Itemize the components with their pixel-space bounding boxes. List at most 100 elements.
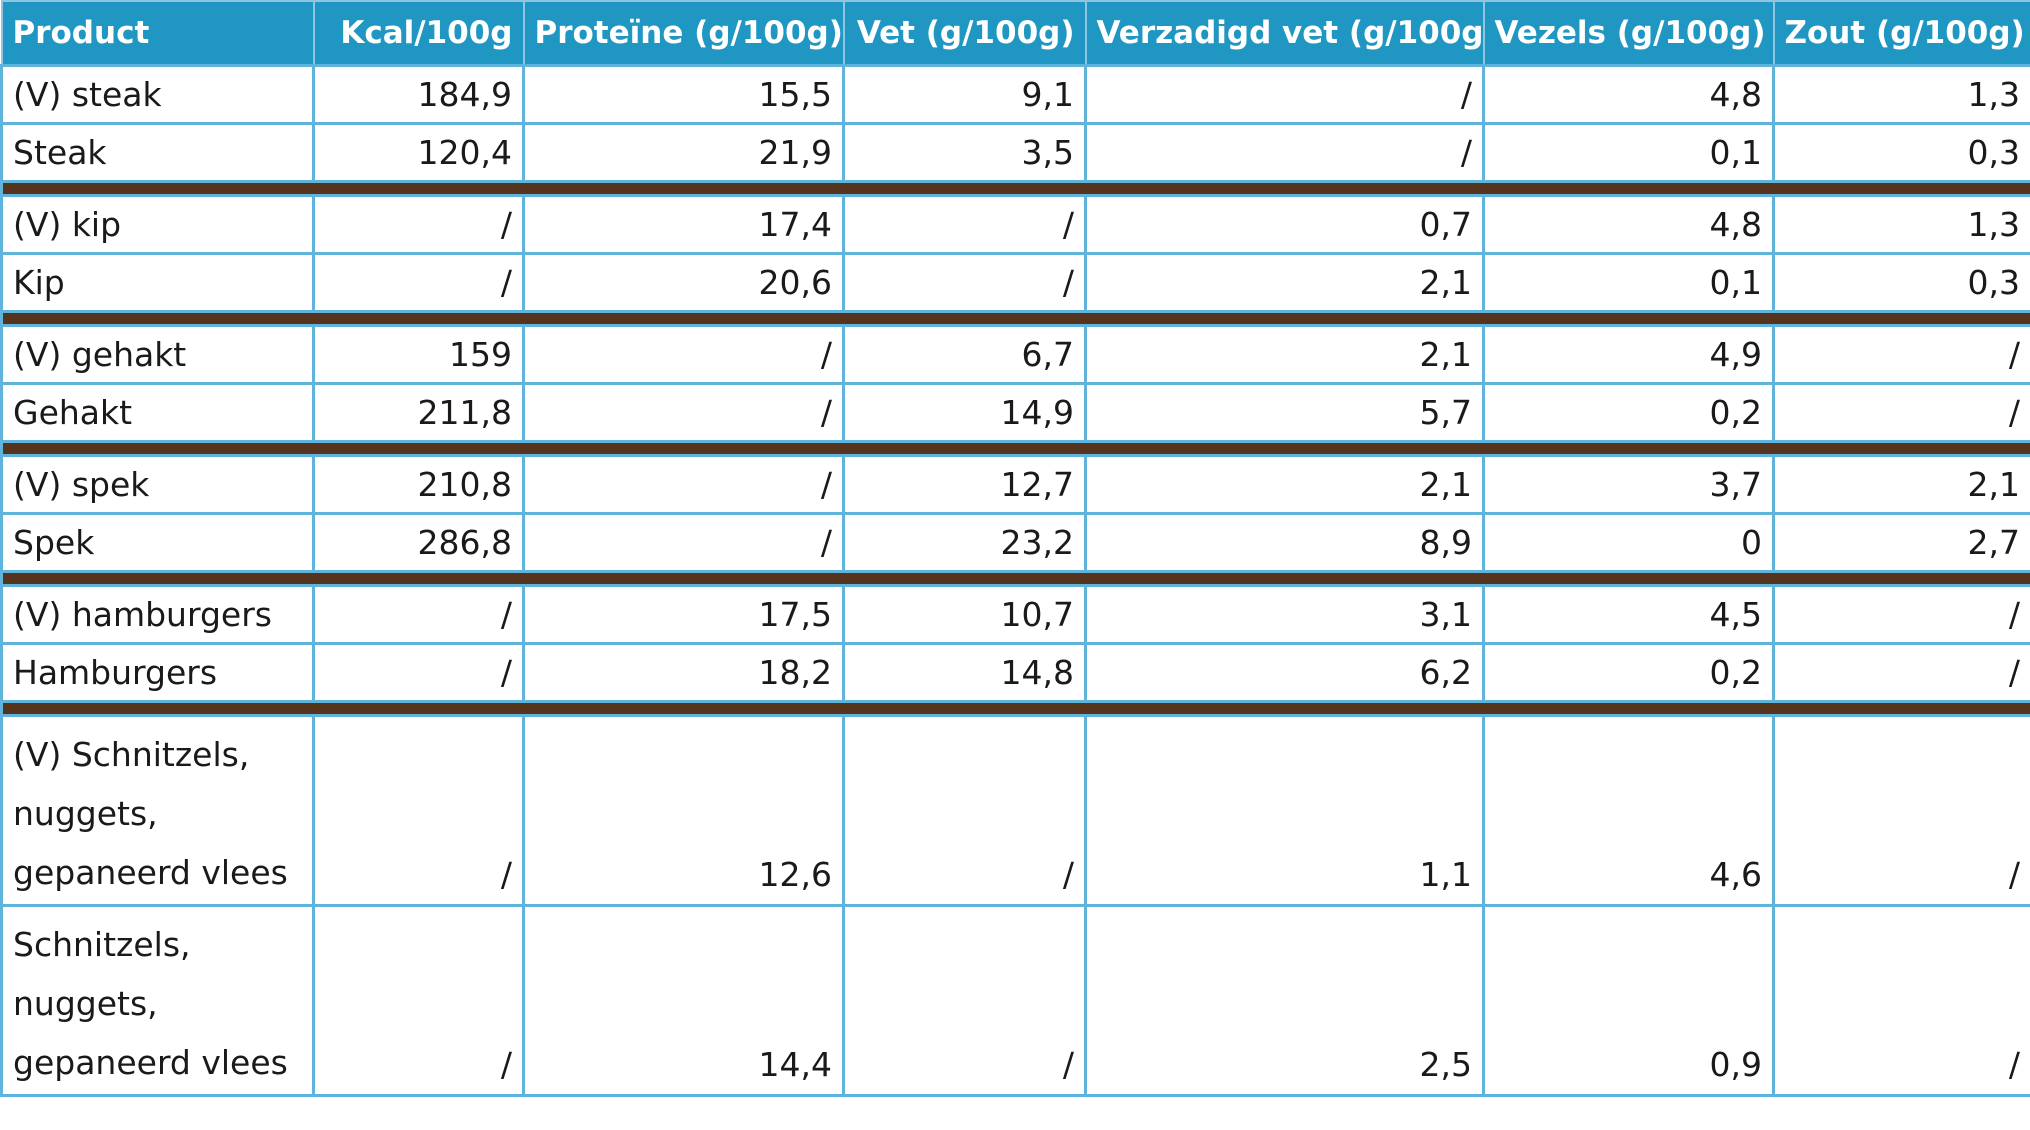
protein-cell: 18,2 bbox=[522, 642, 845, 703]
saturated-fat-cell: 2,1 bbox=[1084, 454, 1485, 515]
salt-cell: / bbox=[1772, 382, 2030, 443]
table-row: Hamburgers/18,2 14,8 6,2 0,2/ bbox=[0, 642, 2030, 703]
fiber-cell: 0,1 bbox=[1482, 252, 1775, 313]
table-body: (V) steak 184,9 15,5 9,1/4,8 1,3 Steak 120,4 21… bbox=[0, 64, 2030, 1097]
group-separator bbox=[0, 440, 2030, 457]
group-separator-bar bbox=[0, 440, 2030, 457]
salt-cell: / bbox=[1772, 714, 2030, 907]
nutrition-table: Product Kcal/100g Proteïne (g/100g) Vet … bbox=[0, 0, 2030, 1097]
table-header: Product Kcal/100g Proteïne (g/100g) Vet … bbox=[0, 0, 2030, 67]
table-row: Gehakt 211,8/14,9 5,7 0,2/ bbox=[0, 382, 2030, 443]
fat-cell: 3,5 bbox=[842, 122, 1087, 183]
kcal-cell: / bbox=[312, 714, 525, 907]
salt-cell: / bbox=[1772, 904, 2030, 1097]
salt-cell: / bbox=[1772, 642, 2030, 703]
table-row: (V) Schnitzels, nuggets, gepaneerd vlees… bbox=[0, 714, 2030, 907]
salt-cell: 2,1 bbox=[1772, 454, 2030, 515]
fat-cell: 6,7 bbox=[842, 324, 1087, 385]
column-header-fiber: Vezels (g/100g) bbox=[1482, 0, 1775, 67]
column-header-kcal: Kcal/100g bbox=[312, 0, 525, 67]
column-header-fat: Vet (g/100g) bbox=[842, 0, 1087, 67]
column-header-salt: Zout (g/100g) bbox=[1772, 0, 2030, 67]
saturated-fat-cell: 2,1 bbox=[1084, 324, 1485, 385]
kcal-cell: 159 bbox=[312, 324, 525, 385]
fat-cell: 9,1 bbox=[842, 64, 1087, 125]
group-separator-bar bbox=[0, 570, 2030, 587]
fiber-cell: 0,2 bbox=[1482, 642, 1775, 703]
fiber-cell: 4,6 bbox=[1482, 714, 1775, 907]
table-row: Spek 286,8/23,2 8,9 0 2,7 bbox=[0, 512, 2030, 573]
table-row: (V) spek 210,8/12,7 2,1 3,7 2,1 bbox=[0, 454, 2030, 515]
protein-cell: 17,4 bbox=[522, 194, 845, 255]
product-name: (V) Schnitzels, nuggets, gepaneerd vlees bbox=[0, 714, 315, 907]
saturated-fat-cell: 1,1 bbox=[1084, 714, 1485, 907]
table-row: (V) kip/17,4/0,7 4,8 1,3 bbox=[0, 194, 2030, 255]
fat-cell: / bbox=[842, 252, 1087, 313]
protein-cell: 14,4 bbox=[522, 904, 845, 1097]
product-name: Schnitzels, nuggets, gepaneerd vlees bbox=[0, 904, 315, 1097]
fiber-cell: 4,5 bbox=[1482, 584, 1775, 645]
kcal-cell: / bbox=[312, 904, 525, 1097]
fiber-cell: 4,8 bbox=[1482, 194, 1775, 255]
kcal-cell: 210,8 bbox=[312, 454, 525, 515]
table-row: Schnitzels, nuggets, gepaneerd vlees/14,… bbox=[0, 904, 2030, 1097]
fat-cell: / bbox=[842, 194, 1087, 255]
saturated-fat-cell: 0,7 bbox=[1084, 194, 1485, 255]
salt-cell: 2,7 bbox=[1772, 512, 2030, 573]
salt-cell: 0,3 bbox=[1772, 252, 2030, 313]
saturated-fat-cell: / bbox=[1084, 122, 1485, 183]
saturated-fat-cell: 2,1 bbox=[1084, 252, 1485, 313]
product-name: (V) gehakt bbox=[0, 324, 315, 385]
product-name: (V) spek bbox=[0, 454, 315, 515]
fiber-cell: 0,2 bbox=[1482, 382, 1775, 443]
kcal-cell: 211,8 bbox=[312, 382, 525, 443]
kcal-cell: / bbox=[312, 642, 525, 703]
kcal-cell: / bbox=[312, 584, 525, 645]
saturated-fat-cell: 2,5 bbox=[1084, 904, 1485, 1097]
fat-cell: / bbox=[842, 714, 1087, 907]
group-separator bbox=[0, 570, 2030, 587]
product-name: Steak bbox=[0, 122, 315, 183]
saturated-fat-cell: 5,7 bbox=[1084, 382, 1485, 443]
product-name: Gehakt bbox=[0, 382, 315, 443]
salt-cell: 1,3 bbox=[1772, 194, 2030, 255]
protein-cell: / bbox=[522, 324, 845, 385]
kcal-cell: 120,4 bbox=[312, 122, 525, 183]
header-row: Product Kcal/100g Proteïne (g/100g) Vet … bbox=[0, 0, 2030, 67]
protein-cell: / bbox=[522, 512, 845, 573]
column-header-protein: Proteïne (g/100g) bbox=[522, 0, 845, 67]
column-header-saturated-fat: Verzadigd vet (g/100g) bbox=[1084, 0, 1485, 67]
fiber-cell: 4,8 bbox=[1482, 64, 1775, 125]
fiber-cell: 0,9 bbox=[1482, 904, 1775, 1097]
fiber-cell: 3,7 bbox=[1482, 454, 1775, 515]
fiber-cell: 4,9 bbox=[1482, 324, 1775, 385]
group-separator-bar bbox=[0, 180, 2030, 197]
table-row: (V) gehakt 159/6,7 2,1 4,9/ bbox=[0, 324, 2030, 385]
protein-cell: / bbox=[522, 454, 845, 515]
saturated-fat-cell: 6,2 bbox=[1084, 642, 1485, 703]
fat-cell: / bbox=[842, 904, 1087, 1097]
saturated-fat-cell: 8,9 bbox=[1084, 512, 1485, 573]
fat-cell: 14,9 bbox=[842, 382, 1087, 443]
product-name: Hamburgers bbox=[0, 642, 315, 703]
table-row: (V) hamburgers/17,5 10,7 3,1 4,5/ bbox=[0, 584, 2030, 645]
product-name: (V) hamburgers bbox=[0, 584, 315, 645]
kcal-cell: / bbox=[312, 194, 525, 255]
kcal-cell: 184,9 bbox=[312, 64, 525, 125]
salt-cell: 0,3 bbox=[1772, 122, 2030, 183]
table-row: (V) steak 184,9 15,5 9,1/4,8 1,3 bbox=[0, 64, 2030, 125]
table-row: Steak 120,4 21,9 3,5/0,1 0,3 bbox=[0, 122, 2030, 183]
product-name: (V) kip bbox=[0, 194, 315, 255]
column-header-product: Product bbox=[0, 0, 315, 67]
protein-cell: 12,6 bbox=[522, 714, 845, 907]
product-name: (V) steak bbox=[0, 64, 315, 125]
saturated-fat-cell: 3,1 bbox=[1084, 584, 1485, 645]
fat-cell: 23,2 bbox=[842, 512, 1087, 573]
protein-cell: 20,6 bbox=[522, 252, 845, 313]
fat-cell: 14,8 bbox=[842, 642, 1087, 703]
product-name: Kip bbox=[0, 252, 315, 313]
protein-cell: 17,5 bbox=[522, 584, 845, 645]
table-row: Kip/20,6/2,1 0,1 0,3 bbox=[0, 252, 2030, 313]
kcal-cell: 286,8 bbox=[312, 512, 525, 573]
salt-cell: / bbox=[1772, 584, 2030, 645]
